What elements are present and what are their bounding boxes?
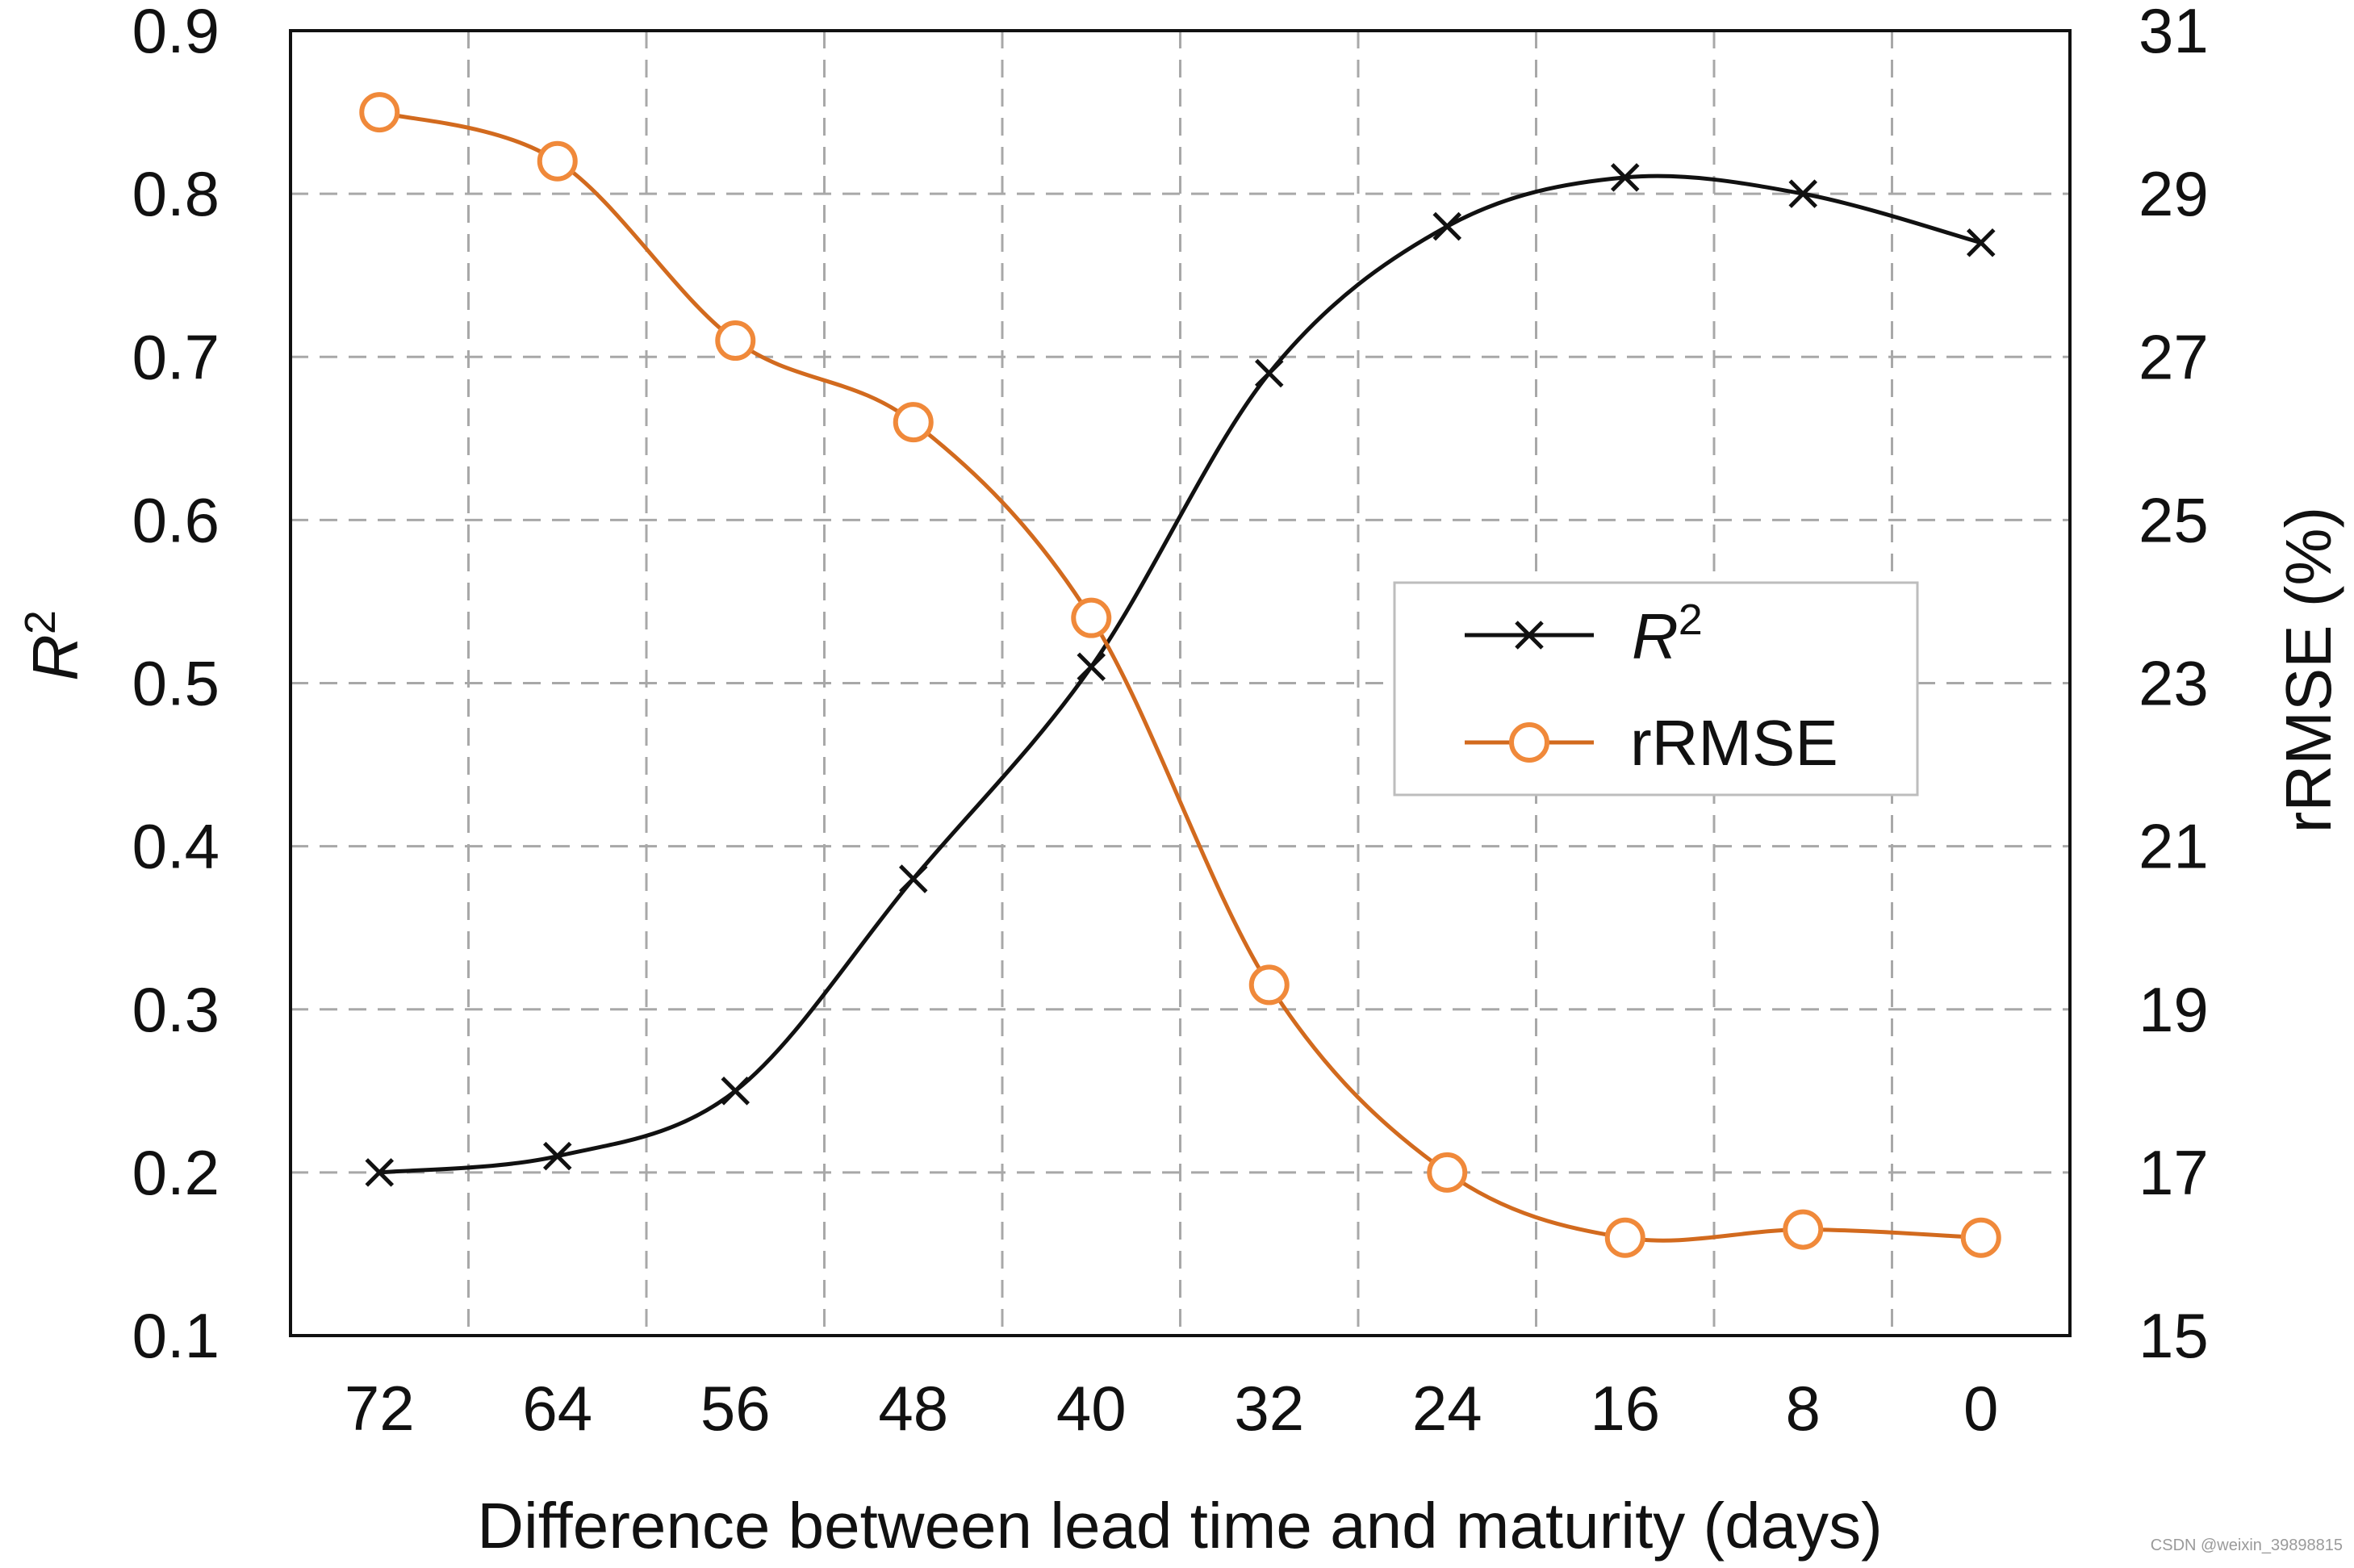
left-tick-label: 0.2 — [132, 1137, 220, 1208]
data-point-r2 — [721, 1077, 751, 1106]
right-tick-label: 21 — [2139, 811, 2209, 882]
data-point-r2 — [1610, 163, 1640, 192]
legend-label-rrmse: rRMSE — [1630, 707, 1838, 779]
right-tick-label: 29 — [2139, 158, 2209, 229]
series-layer — [359, 92, 2001, 1258]
data-point-r2 — [1077, 652, 1106, 682]
data-point-r2 — [542, 1141, 572, 1171]
left-axis-ticks: 0.1 0.2 0.3 0.4 0.5 0.6 0.7 0.8 0.9 — [132, 0, 220, 1371]
left-tick-label: 0.5 — [132, 648, 220, 719]
left-tick-label: 0.7 — [132, 321, 220, 392]
plot-frame — [289, 29, 2072, 1337]
data-point-rrmse — [537, 140, 578, 182]
series-line-rrmse — [378, 110, 1981, 1243]
data-point-r2 — [1432, 211, 1462, 241]
left-tick-label: 0.3 — [132, 974, 220, 1045]
data-point-rrmse — [1071, 597, 1112, 638]
right-tick-label: 19 — [2139, 974, 2209, 1045]
legend-rrmse-marker — [1509, 722, 1549, 763]
data-point-rrmse — [1960, 1217, 2001, 1258]
x-tick-label: 40 — [1056, 1373, 1127, 1444]
right-axis-ticks: 15 17 19 21 23 25 27 29 31 — [2139, 0, 2209, 1371]
legend-box — [1393, 581, 1919, 797]
legend-label-r2: R2 — [1632, 596, 1703, 672]
right-tick-label: 17 — [2139, 1137, 2209, 1208]
right-tick-label: 23 — [2139, 648, 2209, 719]
x-tick-label: 24 — [1412, 1373, 1482, 1444]
data-point-rrmse — [715, 320, 756, 362]
x-tick-label: 64 — [522, 1373, 592, 1444]
left-tick-label: 0.9 — [132, 0, 220, 66]
data-point-rrmse — [359, 92, 400, 133]
data-point-r2 — [1788, 179, 1818, 208]
left-tick-label: 0.4 — [132, 811, 220, 882]
x-tick-label: 8 — [1786, 1373, 1821, 1444]
data-point-r2 — [1254, 358, 1284, 388]
left-tick-label: 0.6 — [132, 484, 220, 555]
x-tick-label: 16 — [1590, 1373, 1660, 1444]
x-tick-label: 48 — [878, 1373, 948, 1444]
right-tick-label: 25 — [2139, 484, 2209, 555]
x-tick-label: 0 — [1963, 1373, 1998, 1444]
x-tick-label: 32 — [1234, 1373, 1304, 1444]
x-axis-ticks: 72 64 56 48 40 32 24 16 8 0 — [345, 1373, 1999, 1444]
x-axis-title: Difference between lead time and maturit… — [477, 1490, 1883, 1562]
x-tick-label: 72 — [345, 1373, 415, 1444]
legend-r2-marker — [1515, 621, 1544, 650]
left-tick-label: 0.1 — [132, 1300, 220, 1371]
watermark: CSDN @weixin_39898815 — [2150, 1537, 2343, 1554]
data-point-rrmse — [1427, 1152, 1468, 1193]
data-point-r2 — [898, 864, 928, 893]
left-axis-title: R2 — [16, 610, 91, 681]
data-point-rrmse — [1604, 1217, 1645, 1258]
legend: R2 rRMSE — [1393, 581, 1919, 797]
left-tick-label: 0.8 — [132, 158, 220, 229]
data-point-r2 — [1966, 228, 1996, 257]
right-tick-label: 31 — [2139, 0, 2209, 66]
right-axis-title: rRMSE (%) — [2272, 507, 2344, 833]
series-line-r2 — [379, 174, 1982, 1175]
right-tick-label: 27 — [2139, 321, 2209, 392]
data-point-rrmse — [1783, 1209, 1824, 1250]
x-tick-label: 56 — [700, 1373, 771, 1444]
data-point-rrmse — [1248, 964, 1290, 1006]
right-tick-label: 15 — [2139, 1300, 2209, 1371]
data-point-rrmse — [893, 402, 934, 443]
data-point-r2 — [365, 1158, 395, 1187]
